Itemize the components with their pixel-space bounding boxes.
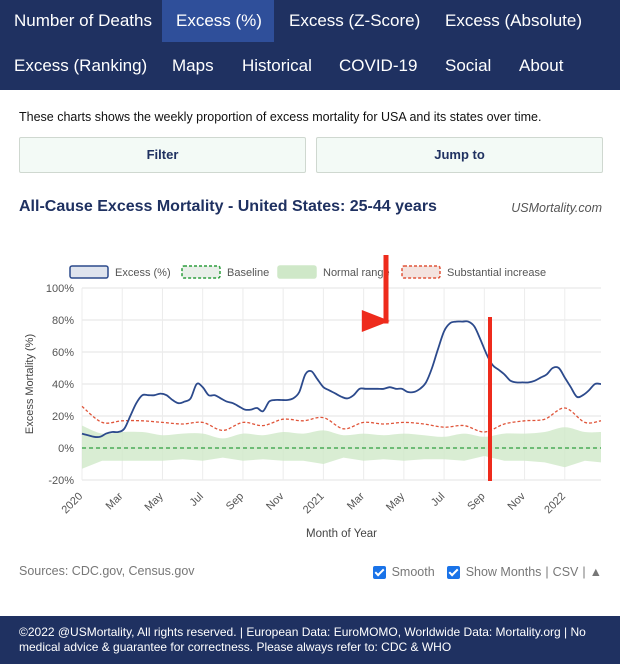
x-tick-label: Jul bbox=[188, 490, 206, 508]
y-tick-label: 0% bbox=[58, 443, 74, 455]
legend-baseline-swatch bbox=[181, 265, 221, 279]
y-axis-title: Excess Mortality (%) bbox=[24, 334, 36, 434]
nav-excess-absolute[interactable]: Excess (Absolute) bbox=[445, 11, 582, 30]
separator: | bbox=[545, 565, 549, 579]
x-tick-label: Nov bbox=[264, 490, 287, 513]
nav-excess-percent[interactable]: Excess (%) bbox=[162, 0, 274, 42]
normal-range-band bbox=[82, 425, 601, 469]
nav-covid-19[interactable]: COVID-19 bbox=[339, 56, 418, 75]
legend-excess-label: Excess (%) bbox=[115, 267, 171, 279]
excess-mortality-chart: 100% 80% 60% 40% 20% 0% -20% 2020 Mar May Jul Sep No… bbox=[24, 255, 602, 540]
excess-line bbox=[81, 320, 602, 438]
legend-substantial-increase-label: Substantial increase bbox=[447, 267, 546, 279]
x-tick-label: May bbox=[384, 490, 408, 514]
x-tick-label: Sep bbox=[465, 490, 487, 512]
y-tick-label: 60% bbox=[52, 347, 74, 359]
x-tick-label: 2020 bbox=[59, 490, 85, 516]
nav-maps[interactable]: Maps bbox=[172, 56, 214, 75]
y-tick-label: 100% bbox=[46, 283, 74, 295]
sources-text: Sources: CDC.gov, Census.gov bbox=[19, 564, 195, 578]
jump-to-button[interactable]: Jump to bbox=[316, 137, 603, 173]
smooth-label: Smooth bbox=[391, 565, 435, 579]
legend-baseline-label: Baseline bbox=[227, 267, 269, 279]
page-description: These charts shows the weekly proportion… bbox=[19, 110, 542, 124]
y-tick-label: 20% bbox=[52, 411, 74, 423]
top-navigation: Number of Deaths Excess (%) Excess (Z-Sc… bbox=[0, 0, 620, 90]
x-tick-label: Mar bbox=[345, 490, 367, 512]
csv-link[interactable]: CSV bbox=[552, 565, 579, 579]
x-tick-label: Sep bbox=[224, 490, 246, 512]
x-tick-label: Jul bbox=[429, 490, 447, 508]
brand-label: USMortality.com bbox=[511, 201, 602, 215]
x-tick-label: 2022 bbox=[542, 490, 568, 516]
nav-historical[interactable]: Historical bbox=[242, 56, 312, 75]
legend-normal-range-swatch bbox=[277, 265, 317, 279]
nav-number-of-deaths[interactable]: Number of Deaths bbox=[14, 11, 152, 30]
x-tick-label: May bbox=[143, 490, 167, 514]
nav-about[interactable]: About bbox=[519, 56, 564, 75]
legend-substantial-increase-swatch bbox=[401, 265, 441, 279]
x-tick-label: Mar bbox=[104, 490, 126, 512]
show-months-label: Show Months bbox=[465, 565, 542, 579]
x-tick-label: 2021 bbox=[301, 490, 327, 516]
nav-excess-ranking[interactable]: Excess (Ranking) bbox=[14, 56, 148, 75]
substantial-increase-line bbox=[81, 405, 602, 433]
legend-excess-swatch bbox=[69, 265, 109, 279]
sort-triangle-icon[interactable]: ▲ bbox=[589, 565, 602, 579]
smooth-checkbox[interactable] bbox=[372, 565, 386, 579]
y-tick-label: 40% bbox=[52, 379, 74, 391]
filter-button[interactable]: Filter bbox=[19, 137, 306, 173]
chart-title: All-Cause Excess Mortality - United Stat… bbox=[19, 198, 437, 215]
x-axis-title: Month of Year bbox=[306, 528, 377, 540]
chart-options: Smooth Show Months | CSV | ▲ bbox=[372, 565, 602, 579]
nav-social[interactable]: Social bbox=[445, 56, 492, 75]
y-tick-label: -20% bbox=[48, 475, 74, 487]
y-tick-label: 80% bbox=[52, 315, 74, 327]
site-footer: ©2022 @USMortality, All rights reserved.… bbox=[0, 616, 620, 664]
nav-excess-zscore[interactable]: Excess (Z-Score) bbox=[289, 11, 421, 30]
x-tick-label: Nov bbox=[506, 490, 529, 513]
separator: | bbox=[582, 565, 586, 579]
legend-normal-range-label: Normal range bbox=[323, 267, 390, 279]
show-months-checkbox[interactable] bbox=[446, 565, 460, 579]
annotation-arrowhead bbox=[361, 310, 390, 332]
